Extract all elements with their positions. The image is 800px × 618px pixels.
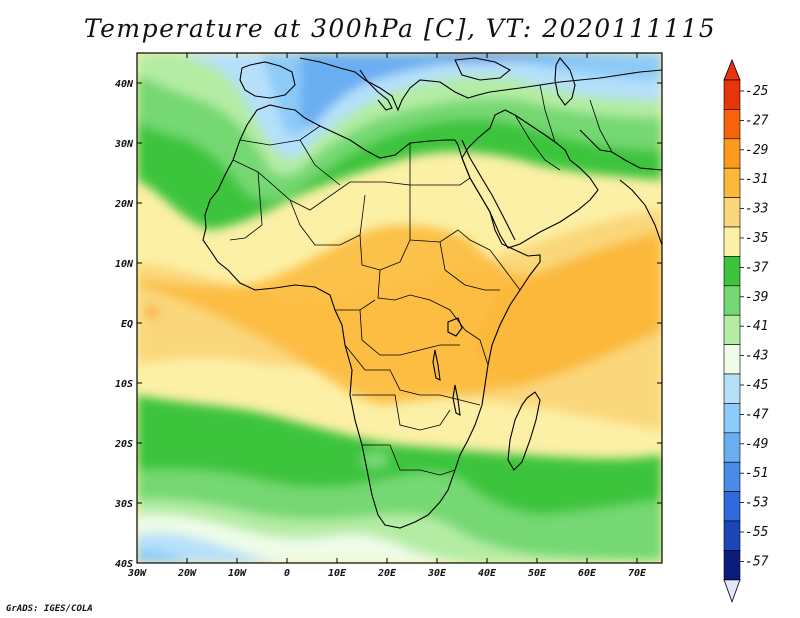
colorbar-swatch xyxy=(723,461,741,492)
colorbar-label: -57 xyxy=(745,554,769,569)
colorbar-label: -25 xyxy=(745,84,769,99)
temperature-field xyxy=(137,53,662,563)
colorbar-label: -31 xyxy=(745,172,768,187)
lat-tick-label: 10S xyxy=(115,379,133,390)
lon-tick-label: 60E xyxy=(578,568,597,579)
colorbar-swatch xyxy=(723,491,741,522)
colorbar-swatch xyxy=(723,373,741,404)
colorbar-swatch xyxy=(723,344,741,375)
lat-tick-label: 40N xyxy=(115,79,134,90)
colorbar-swatch xyxy=(723,550,741,581)
colorbar: -25 -27 -29 -31 -33 -35 -37 -39 -41 -43 -45 -47 -49 -… xyxy=(723,58,769,603)
colorbar-top-arrow xyxy=(723,58,741,81)
colorbar-label: -37 xyxy=(745,260,769,275)
lon-tick-label: 30W xyxy=(127,568,147,579)
europe-coastline xyxy=(299,57,662,112)
colorbar-swatch xyxy=(723,197,741,228)
lat-tick-label: EQ xyxy=(121,319,133,330)
longitude-axis: 30W 20W 10W 0 10E 20E 30E 40E 50E 60E 70E xyxy=(127,53,647,579)
colorbar-label: -51 xyxy=(745,466,768,481)
colorbar-swatch xyxy=(723,79,741,110)
colorbar-swatch xyxy=(723,109,741,140)
colorbar-swatch xyxy=(723,167,741,198)
lat-tick-label: 30S xyxy=(114,499,133,510)
lake-tanganyika xyxy=(432,349,441,381)
africa-coastline xyxy=(202,104,541,529)
colorbar-label: -43 xyxy=(745,349,768,364)
colorbar-label: -55 xyxy=(745,525,769,540)
black-sea-coastline xyxy=(454,57,511,81)
lon-tick-label: 10W xyxy=(228,568,247,579)
south-asia-coastline xyxy=(619,179,662,246)
latitude-axis: 40N 30N 20N 10N EQ 10S 20S 30S 40S xyxy=(114,79,662,570)
arabia-coastline xyxy=(461,109,599,249)
colorbar-swatch xyxy=(723,138,741,169)
colorbar-label: -49 xyxy=(745,437,768,452)
colorbar-label: -41 xyxy=(745,319,768,334)
colorbar-swatch xyxy=(723,432,741,463)
italy-coastline xyxy=(359,69,393,111)
colorbar-label: -45 xyxy=(745,378,769,393)
colorbar-label: -35 xyxy=(745,231,769,246)
lat-tick-label: 40S xyxy=(115,559,133,570)
colorbar-label: -47 xyxy=(745,407,769,422)
lake-victoria xyxy=(447,317,463,337)
colorbar-swatch xyxy=(723,314,741,345)
colorbar-label: -33 xyxy=(745,202,768,217)
lat-tick-label: 10N xyxy=(115,259,134,270)
colorbar-bottom-arrow xyxy=(723,579,741,603)
lon-tick-label: 10E xyxy=(328,568,347,579)
lat-tick-label: 30N xyxy=(114,139,134,150)
lon-tick-label: 50E xyxy=(528,568,547,579)
country-borders xyxy=(229,84,613,476)
colorbar-swatch xyxy=(723,403,741,434)
coastlines xyxy=(202,57,662,529)
lake-malawi xyxy=(452,384,461,416)
iberia-coastline xyxy=(239,61,296,99)
lon-tick-label: 20W xyxy=(177,568,197,579)
colorbar-label: -53 xyxy=(745,496,768,511)
lon-tick-label: 30E xyxy=(427,568,447,579)
colorbar-swatch xyxy=(723,256,741,287)
map-title: Temperature at 300hPa [C], VT: 202011111… xyxy=(83,14,717,43)
colorbar-label: -29 xyxy=(745,143,768,158)
lon-tick-label: 0 xyxy=(284,568,290,579)
colorbar-label: -27 xyxy=(745,113,769,128)
lon-tick-label: 20E xyxy=(377,568,397,579)
madagascar-coastline xyxy=(507,391,541,471)
lon-tick-label: 40E xyxy=(478,568,497,579)
colorbar-swatch xyxy=(723,285,741,316)
colorbar-swatch xyxy=(723,520,741,551)
colorbar-label: -39 xyxy=(745,290,768,305)
plot-frame xyxy=(136,52,663,564)
colorbar-swatch xyxy=(723,226,741,257)
caspian-sea-coastline xyxy=(554,57,576,106)
lon-tick-label: 70E xyxy=(628,568,647,579)
lat-tick-label: 20N xyxy=(114,199,134,210)
grads-credit: GrADS: IGES/COLA xyxy=(6,604,93,614)
red-sea-coastline xyxy=(461,139,516,241)
lat-tick-label: 20S xyxy=(114,439,133,450)
